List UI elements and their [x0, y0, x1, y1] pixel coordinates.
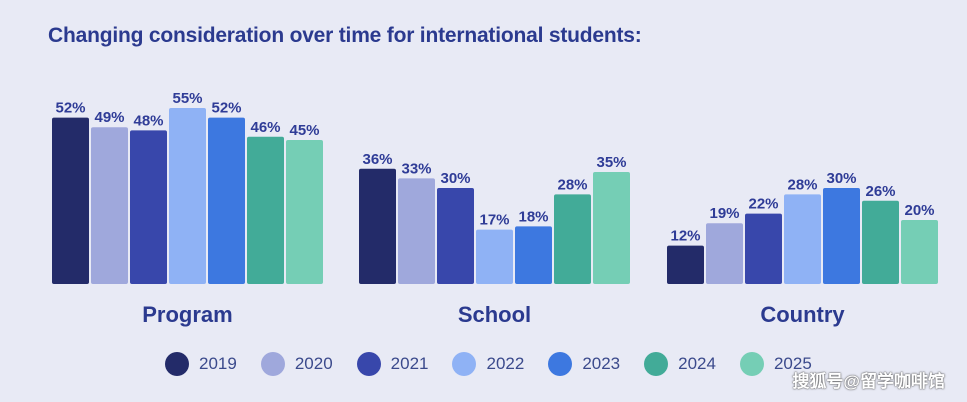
legend-label: 2025	[773, 354, 812, 373]
legend-swatch	[165, 352, 189, 376]
bar-school-2020	[398, 178, 435, 284]
data-label-program-2025: 45%	[289, 122, 319, 139]
legend-swatch	[452, 352, 477, 376]
data-label-school-2023: 18%	[518, 208, 548, 225]
legend-label: 2022	[486, 354, 525, 373]
data-label-country-2019: 12%	[670, 228, 700, 245]
category-label-program: Program	[142, 302, 232, 327]
category-label-country: Country	[760, 302, 845, 327]
legend-item-2023: 2023	[548, 352, 620, 376]
category-label-school: School	[458, 302, 531, 327]
bar-program-2022	[169, 108, 206, 284]
data-label-country-2024: 26%	[865, 183, 895, 200]
legend: 2019 2020 2021 2022 2023 2024 2025	[165, 352, 836, 376]
bar-country-2020	[706, 223, 743, 284]
legend-label: 2020	[294, 354, 333, 373]
data-label-program-2024: 46%	[250, 119, 280, 136]
legend-item-2025: 2025	[739, 352, 812, 376]
bar-school-2023	[515, 226, 552, 284]
bar-school-2025	[593, 172, 630, 284]
bar-country-2021	[745, 213, 782, 284]
bar-country-2025	[901, 220, 938, 284]
bar-school-2021	[437, 188, 474, 284]
data-label-school-2021: 30%	[440, 170, 470, 187]
data-label-country-2022: 28%	[787, 176, 817, 193]
legend-swatch	[260, 352, 285, 376]
bar-country-2022	[784, 194, 821, 284]
legend-swatch	[548, 352, 573, 376]
legend-item-2022: 2022	[452, 352, 524, 376]
data-label-school-2024: 28%	[557, 176, 587, 193]
legend-swatch	[356, 352, 381, 376]
data-label-school-2019: 36%	[362, 151, 392, 168]
bar-chart: 52% 49% 48% 55% 52% 46% 45% Program 36% 33% 30% 17%…	[52, 90, 938, 327]
data-label-program-2022: 55%	[172, 90, 202, 107]
bar-school-2022	[476, 229, 513, 284]
bar-program-2021	[130, 130, 167, 284]
bar-school-2024	[554, 194, 591, 284]
watermark: 搜狐号@留学咖啡馆	[792, 372, 945, 391]
bar-school-2019	[359, 168, 396, 284]
legend-item-2021: 2021	[356, 352, 429, 376]
legend-swatch	[739, 352, 764, 376]
legend-label: 2023	[582, 354, 621, 373]
legend-label: 2024	[678, 354, 716, 373]
bar-country-2023	[823, 188, 860, 284]
bar-country-2024	[862, 200, 899, 284]
legend-label: 2021	[390, 354, 429, 373]
data-label-country-2020: 19%	[709, 205, 739, 222]
chart-title: Changing consideration over time for int…	[48, 24, 642, 47]
legend-item-2024: 2024	[644, 352, 716, 376]
data-label-program-2019: 52%	[55, 100, 85, 117]
bar-program-2020	[91, 127, 128, 284]
data-label-program-2023: 52%	[211, 100, 241, 117]
bar-program-2025	[286, 140, 323, 284]
data-label-program-2021: 48%	[133, 112, 163, 129]
data-label-school-2022: 17%	[479, 212, 509, 229]
legend-item-2020: 2020	[260, 352, 333, 376]
data-label-country-2025: 20%	[904, 202, 934, 219]
data-label-school-2025: 35%	[596, 154, 626, 171]
data-label-program-2020: 49%	[94, 109, 124, 126]
legend-item-2019: 2019	[165, 352, 237, 376]
legend-label: 2019	[199, 354, 237, 373]
legend-swatch	[644, 352, 669, 376]
bar-program-2019	[52, 117, 89, 284]
data-label-country-2023: 30%	[826, 170, 856, 187]
data-label-country-2021: 22%	[748, 196, 778, 213]
bar-country-2019	[667, 245, 704, 284]
data-label-school-2020: 33%	[401, 160, 431, 177]
bar-program-2023	[208, 117, 245, 284]
bar-program-2024	[247, 136, 284, 284]
